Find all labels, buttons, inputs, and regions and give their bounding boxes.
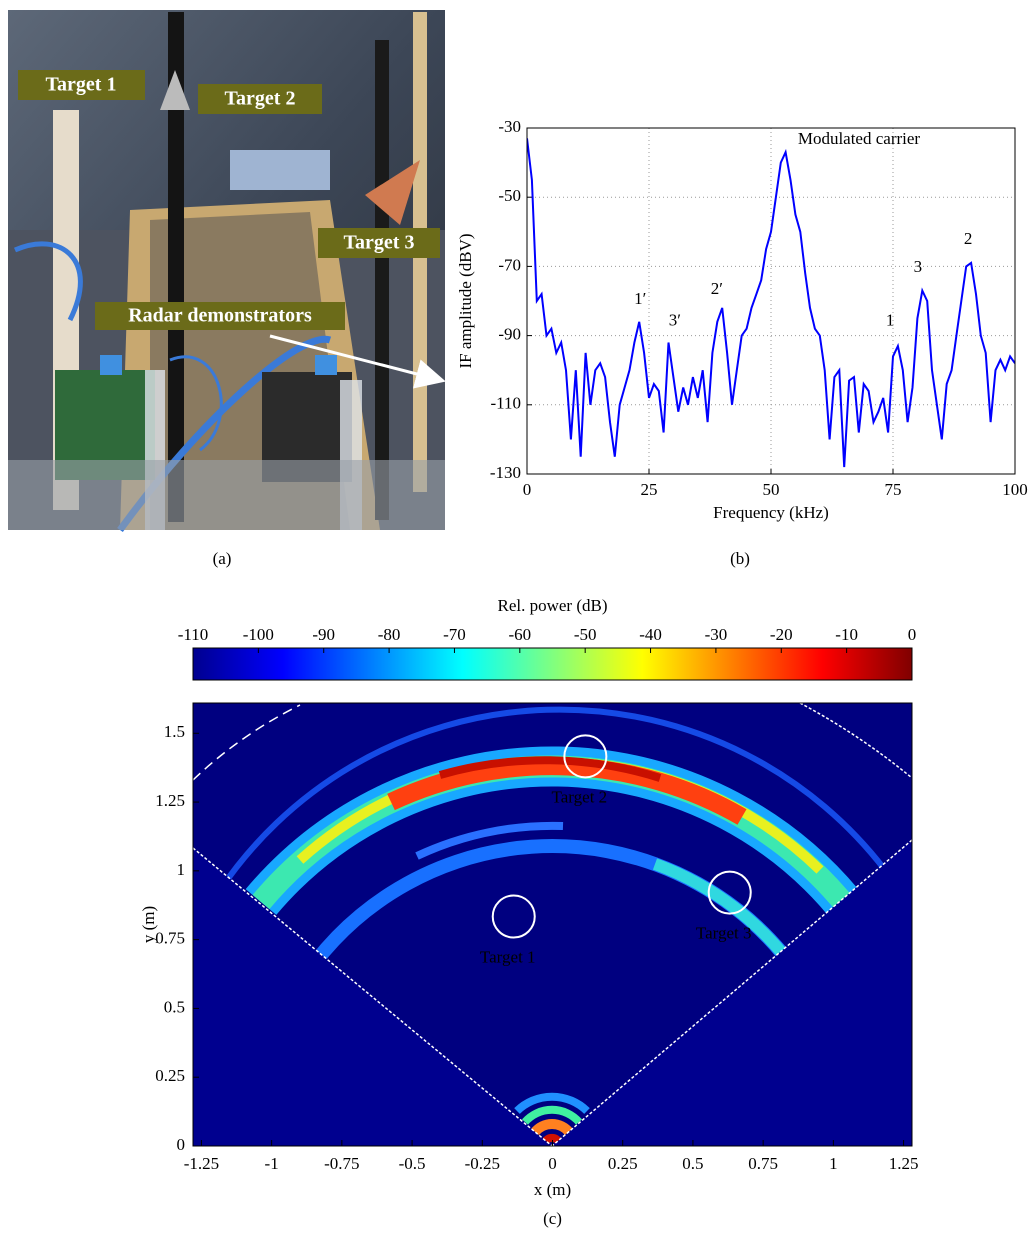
- x-tick-label: 0: [523, 480, 532, 499]
- colorbar-tick-label: -60: [508, 625, 531, 644]
- photo: Target 1 Target 2 Target 3 Radar demonst…: [8, 10, 445, 530]
- y-tick-label: 0.5: [164, 997, 185, 1016]
- target-label: Target 3: [696, 923, 752, 942]
- annotation: 3: [914, 257, 923, 276]
- x-tick-label: 0.5: [682, 1154, 703, 1173]
- colorbar-tick-label: -30: [705, 625, 728, 644]
- annotation: 2′: [711, 279, 723, 298]
- photo-label: Target 1: [46, 74, 117, 96]
- x-tick-label: 75: [885, 480, 902, 499]
- x-axis-label: Frequency (kHz): [713, 503, 829, 522]
- y-tick-label: -130: [490, 463, 521, 482]
- y-tick-label: 0.25: [155, 1066, 185, 1085]
- y-tick-label: -70: [498, 255, 521, 274]
- colorbar-tick-label: -100: [243, 625, 274, 644]
- colorbar-tick-label: -10: [835, 625, 858, 644]
- y-tick-label: 1: [177, 860, 186, 879]
- colorbar-tick-label: -70: [443, 625, 466, 644]
- annotation: 3′: [669, 311, 681, 330]
- photo-label: Target 3: [344, 232, 415, 254]
- caption: (b): [730, 549, 750, 568]
- x-tick-label: -1.25: [184, 1154, 219, 1173]
- y-tick-label: 1.5: [164, 722, 185, 741]
- x-tick-label: -0.5: [399, 1154, 426, 1173]
- x-tick-label: -0.25: [465, 1154, 500, 1173]
- colorbar-tick-label: -80: [378, 625, 401, 644]
- annotation: 2: [964, 229, 973, 248]
- x-tick-label: 0.75: [748, 1154, 778, 1173]
- y-tick-label: 0: [177, 1135, 186, 1154]
- y-axis-label: IF amplitude (dBV): [456, 233, 475, 368]
- x-tick-label: 25: [641, 480, 658, 499]
- y-tick-label: -30: [498, 117, 521, 136]
- target-label: Target 2: [552, 787, 608, 806]
- caption: (a): [213, 549, 232, 568]
- y-tick-label: -110: [490, 394, 521, 413]
- x-tick-label: 1.25: [889, 1154, 919, 1173]
- y-tick-label: -90: [498, 325, 521, 344]
- y-axis-label: y (m): [139, 906, 158, 943]
- photo-label: Target 2: [225, 88, 296, 110]
- colorbar-tick-label: -50: [574, 625, 597, 644]
- colorbar-tick-label: -90: [312, 625, 335, 644]
- photo-label: Radar demonstrators: [128, 305, 312, 327]
- x-tick-label: 50: [763, 480, 780, 499]
- annotation: Modulated carrier: [798, 129, 921, 148]
- x-tick-label: 0: [548, 1154, 557, 1173]
- colorbar-tick-label: -40: [639, 625, 662, 644]
- target-label: Target 1: [480, 947, 536, 966]
- colorbar-tick-label: 0: [908, 625, 917, 644]
- y-tick-label: -50: [498, 186, 521, 205]
- x-tick-label: 100: [1002, 480, 1028, 499]
- colorbar-tick-label: -110: [178, 625, 209, 644]
- x-tick-label: -1: [265, 1154, 279, 1173]
- colorbar-tick-label: -20: [770, 625, 793, 644]
- caption: (c): [543, 1209, 562, 1228]
- x-tick-label: 0.25: [608, 1154, 638, 1173]
- x-axis-label: x (m): [534, 1180, 571, 1199]
- annotation: 1: [886, 311, 895, 330]
- annotation: 1′: [634, 289, 646, 308]
- colorbar-label: Rel. power (dB): [497, 596, 607, 615]
- x-tick-label: 1: [829, 1154, 838, 1173]
- x-tick-label: -0.75: [324, 1154, 359, 1173]
- y-tick-label: 1.25: [155, 791, 185, 810]
- figure: Target 1 Target 2 Target 3 Radar demonst…: [0, 0, 1035, 1234]
- y-tick-label: 0.75: [155, 929, 185, 948]
- colorbar: [193, 648, 912, 680]
